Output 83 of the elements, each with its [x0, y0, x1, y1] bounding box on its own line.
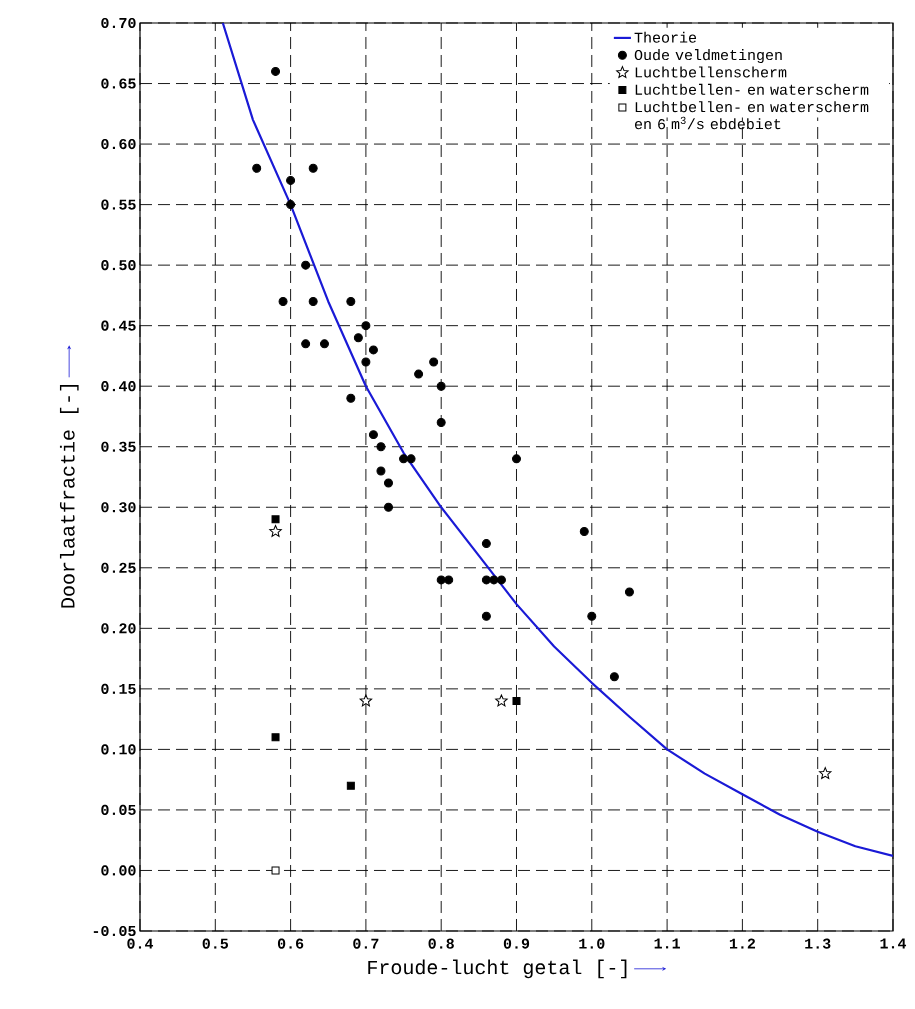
point — [269, 524, 282, 537]
point — [383, 502, 393, 512]
point — [271, 515, 280, 524]
point — [286, 200, 296, 210]
point — [301, 339, 311, 349]
x-tick-label: 1.3 — [805, 938, 831, 949]
x-tick-label: 0.8 — [428, 938, 454, 949]
point — [308, 163, 318, 173]
point — [383, 478, 393, 488]
point — [579, 526, 589, 536]
legend-label: Theorie — [634, 31, 697, 43]
x-tick-label: 0.4 — [127, 938, 154, 949]
point — [512, 696, 521, 705]
point — [624, 587, 634, 597]
point — [301, 260, 311, 270]
x-tick-label: 0.6 — [277, 938, 304, 949]
point — [359, 694, 373, 707]
point — [495, 694, 508, 707]
point — [271, 66, 281, 76]
point — [436, 381, 446, 391]
x-tick-label: 1.0 — [579, 938, 605, 949]
x-tick-label: 0.9 — [503, 938, 530, 949]
x-tick-label: 1.1 — [654, 938, 680, 949]
point — [308, 296, 318, 306]
point — [376, 442, 386, 452]
y-tick-label: 0.25 — [101, 562, 136, 573]
point — [496, 575, 506, 585]
point — [481, 575, 491, 585]
point — [319, 339, 329, 349]
point — [271, 733, 280, 742]
point — [444, 575, 454, 585]
y-tick-label: 0.65 — [101, 78, 136, 89]
y-tick-label: 0.15 — [101, 683, 136, 694]
x-tick-label: 1.2 — [729, 938, 756, 949]
y-tick-label: 0.10 — [101, 744, 136, 755]
point — [252, 163, 262, 173]
point — [346, 296, 356, 306]
point — [399, 454, 409, 464]
y-tick-label: 0.45 — [101, 320, 136, 331]
x-tick-label: 0.7 — [353, 938, 379, 949]
y-tick-label: 0.50 — [101, 260, 136, 271]
legend-label: Oude veldmetingen — [634, 49, 782, 64]
point — [512, 454, 521, 464]
point — [436, 575, 446, 585]
point — [414, 369, 424, 379]
point — [361, 357, 371, 367]
y-axis-title: Doorlaatfractie [-] — [59, 385, 79, 608]
point — [346, 393, 356, 403]
y-tick-label: 0.40 — [101, 381, 136, 392]
point — [368, 430, 378, 440]
point — [271, 866, 280, 875]
x-tick-label: 1.4 — [880, 938, 907, 949]
point — [481, 539, 491, 549]
legend-label: Luchtbellenscherm — [635, 66, 787, 78]
point — [587, 611, 597, 621]
point — [819, 767, 832, 779]
point — [361, 321, 371, 331]
point — [436, 418, 446, 428]
x-axis-title: Froude-lucht getal [-] — [368, 959, 627, 979]
y-tick-label: -0.05 — [93, 925, 136, 937]
line-series — [221, 23, 893, 858]
point — [346, 781, 355, 790]
point — [429, 357, 439, 367]
point — [609, 672, 619, 682]
legend-label: Luchtbellen- en waterscherm — [635, 83, 869, 95]
y-tick-label: 0.30 — [101, 502, 136, 513]
y-tick-label: 0.70 — [101, 17, 136, 29]
y-tick-label: 0.00 — [101, 865, 136, 876]
y-tick-label: 0.05 — [101, 804, 136, 816]
point — [278, 296, 288, 306]
legend-label: Luchtbellen- en waterscherm en 6 m$^{3}$/s ebdebiet — [635, 101, 869, 130]
y-tick-label: 0.35 — [101, 441, 136, 452]
y-tick-label: 0.20 — [101, 623, 136, 634]
y-tick-label: 0.55 — [101, 199, 136, 210]
point — [481, 611, 491, 621]
y-tick-label: 0.60 — [101, 138, 136, 150]
point — [406, 454, 416, 464]
point — [286, 175, 296, 185]
point — [368, 345, 378, 355]
point — [376, 466, 386, 476]
point — [353, 333, 363, 343]
point — [489, 575, 499, 585]
x-tick-label: 0.5 — [202, 938, 229, 949]
